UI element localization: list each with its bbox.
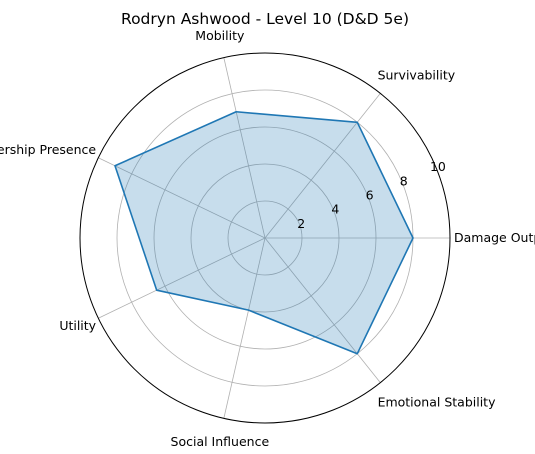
radar-series xyxy=(114,110,414,355)
spoke-3 xyxy=(98,157,266,239)
outer-frame xyxy=(79,52,451,424)
series-line xyxy=(114,110,414,355)
tick-label-8: 8 xyxy=(400,173,408,188)
radar-frame xyxy=(79,52,451,424)
tick-label-10: 10 xyxy=(430,159,446,174)
radar-axis-labels: Damage Output Survivability Mobility Leader… xyxy=(0,28,535,449)
axis-label-mobility: Mobility xyxy=(195,28,245,43)
axis-label-social-influence: Social Influence xyxy=(171,434,270,449)
axis-label-leadership-presence: Leadership Presence xyxy=(0,142,96,157)
tick-label-4: 4 xyxy=(331,202,339,217)
tick-label-6: 6 xyxy=(366,188,374,203)
spoke-4 xyxy=(98,237,266,319)
chart-title: Rodryn Ashwood - Level 10 (D&D 5e) xyxy=(121,10,409,28)
series-area xyxy=(114,111,414,354)
radar-tick-labels: 2 4 6 8 10 xyxy=(297,159,446,231)
axis-label-emotional-stability: Emotional Stability xyxy=(378,395,497,410)
tick-label-2: 2 xyxy=(297,216,305,231)
axis-label-utility: Utility xyxy=(59,318,96,333)
spoke-1 xyxy=(264,93,381,239)
radar-spokes xyxy=(98,57,450,419)
spoke-5 xyxy=(223,237,266,419)
axis-label-survivability: Survivability xyxy=(378,67,456,82)
spoke-2 xyxy=(223,57,266,239)
spoke-6 xyxy=(264,237,381,383)
axis-label-damage-output: Damage Output xyxy=(454,230,535,245)
